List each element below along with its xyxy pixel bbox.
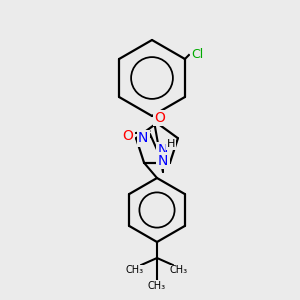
Text: CH₃: CH₃ — [148, 281, 166, 291]
Text: C: C — [153, 281, 161, 291]
Text: C: C — [175, 265, 183, 275]
Text: O: O — [123, 129, 134, 143]
Text: CH₃: CH₃ — [126, 265, 144, 275]
Text: O: O — [154, 111, 165, 125]
Text: N: N — [138, 131, 148, 145]
Text: H: H — [167, 139, 175, 149]
Text: N: N — [158, 154, 168, 168]
Text: CH₃: CH₃ — [170, 265, 188, 275]
Text: Cl: Cl — [191, 49, 203, 62]
Text: N: N — [158, 143, 168, 157]
Text: C: C — [131, 265, 139, 275]
